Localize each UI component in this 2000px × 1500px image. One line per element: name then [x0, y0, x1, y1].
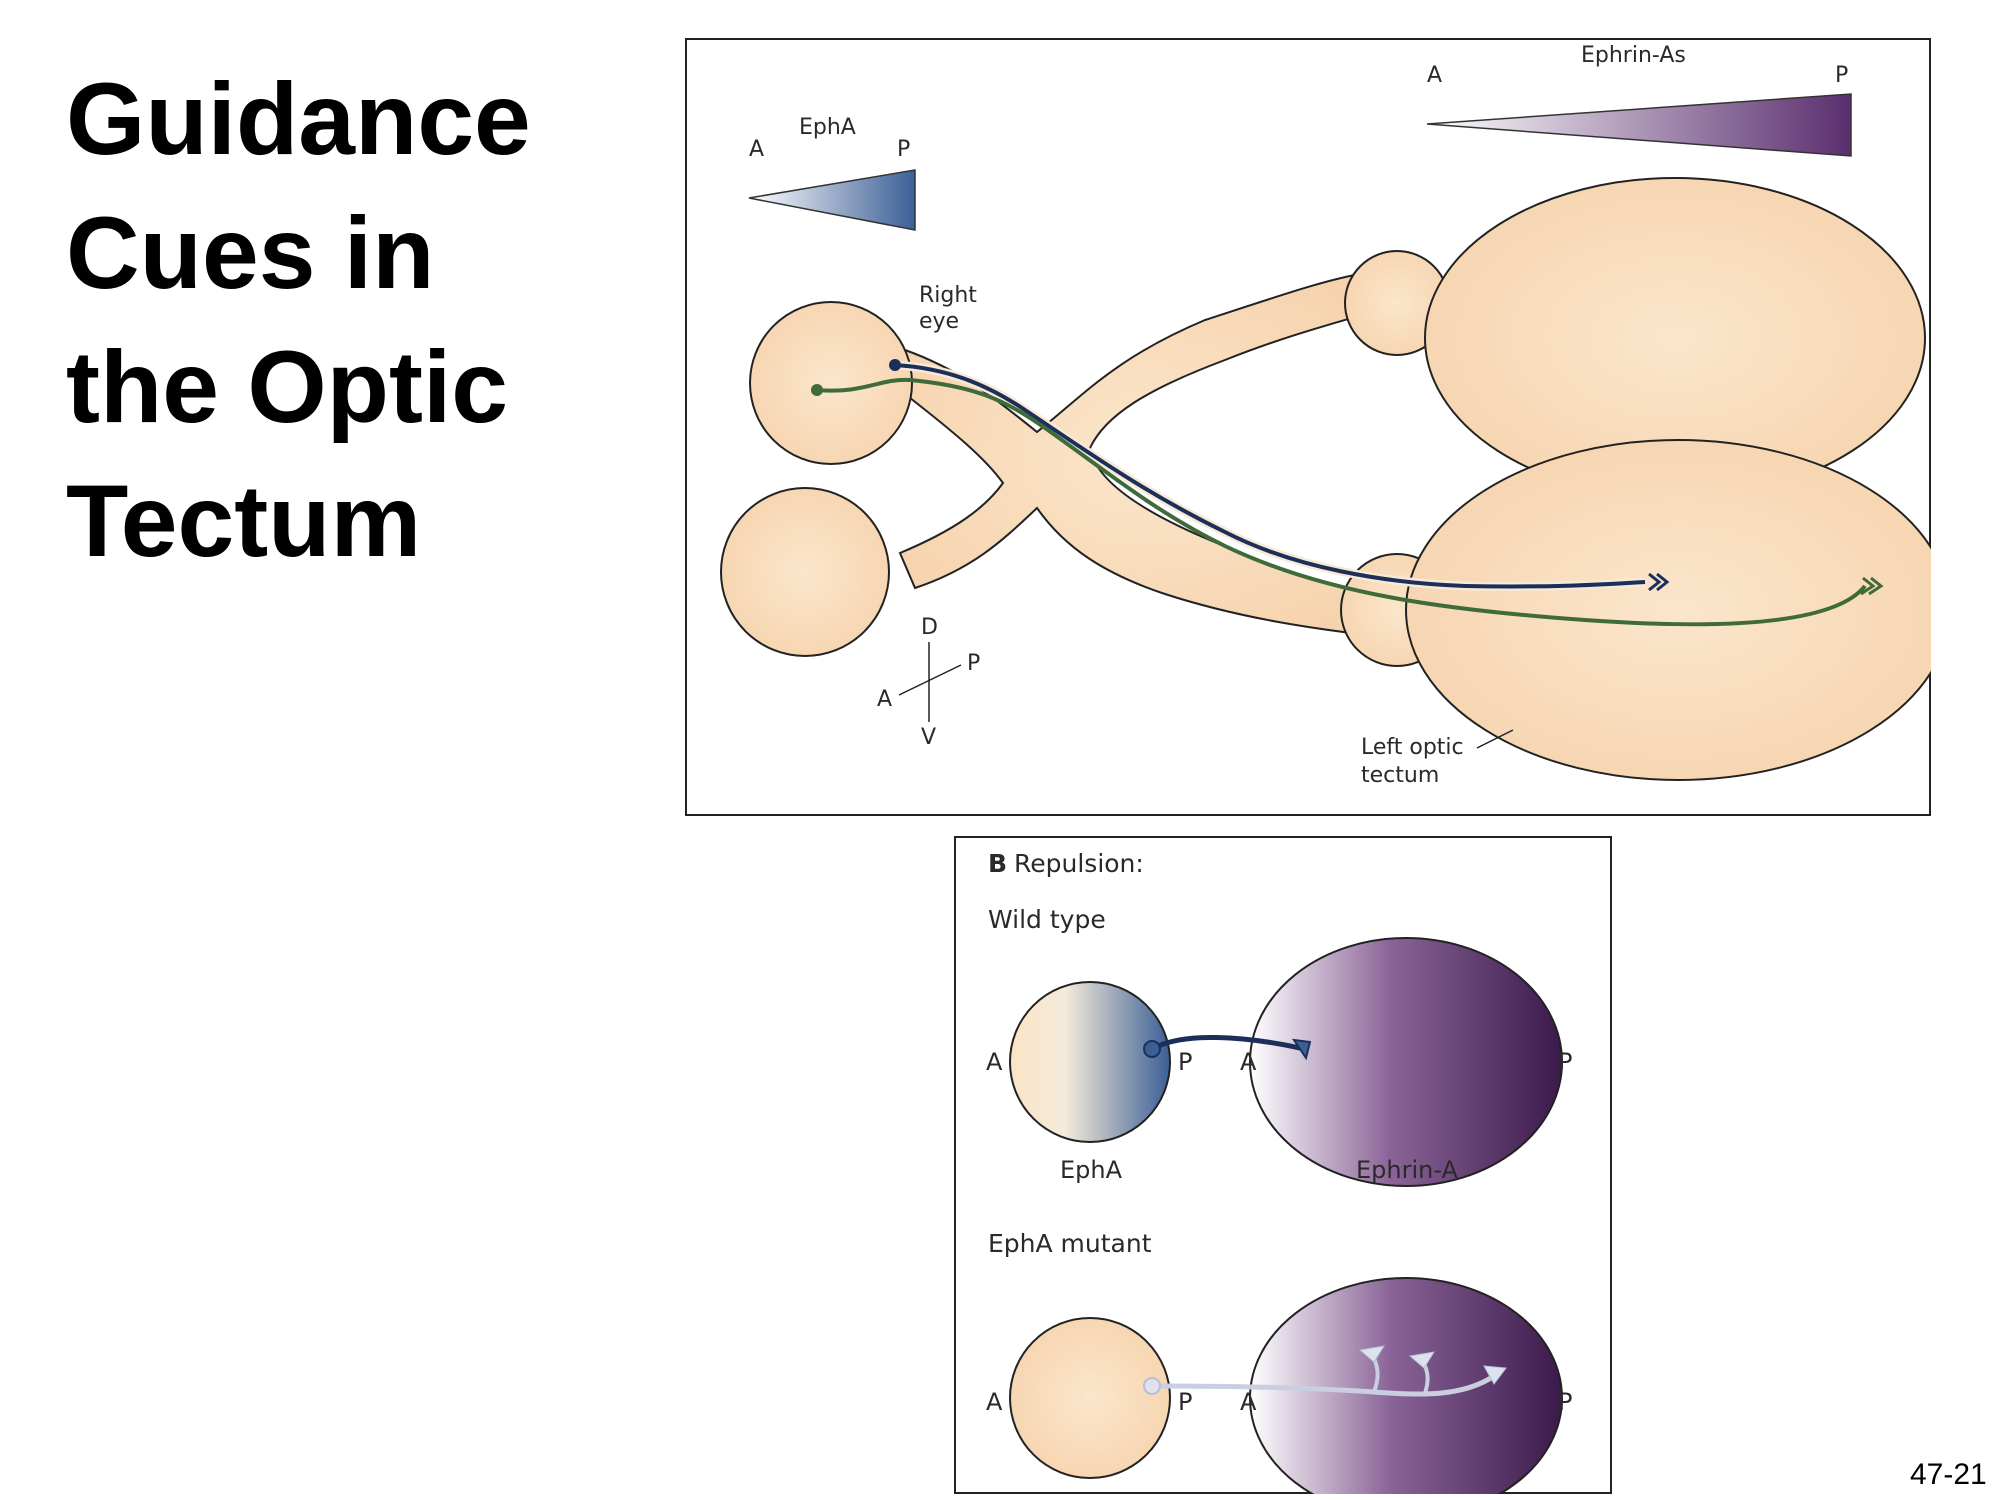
- ephrin-gradient-a: A: [1427, 63, 1442, 88]
- mutant-label: EphA mutant: [988, 1229, 1152, 1258]
- panel-b-heading: Repulsion:: [1014, 849, 1144, 878]
- ephrin-gradient-label: Ephrin-As: [1581, 43, 1686, 68]
- wild-type-eye-a: A: [986, 1048, 1003, 1076]
- axon-dark-blue-line: [894, 363, 1646, 589]
- mutant-growth-cone-1: [1358, 1345, 1386, 1363]
- wild-type-eye-caption: EphA: [1060, 1156, 1123, 1184]
- mutant-axon: [1153, 1373, 1496, 1397]
- axon-dark-blue-terminal: [1648, 572, 1670, 592]
- panel-a-diagram: EphA A P Ephrin-As A P Right eye Left op…: [685, 38, 1931, 816]
- wild-type-axon: [1152, 1034, 1301, 1051]
- mutant-growth-cone-2: [1408, 1351, 1436, 1369]
- title-line: Guidance: [66, 62, 531, 176]
- axis-v: V: [921, 725, 936, 750]
- wild-type-tectum-a: A: [1240, 1048, 1257, 1076]
- epha-gradient-label: EphA: [799, 115, 856, 140]
- mutant-tectum: [1249, 1277, 1563, 1494]
- right-eye-label-line2: eye: [919, 309, 959, 334]
- panel-b-letter: B: [988, 849, 1007, 878]
- wild-type-label: Wild type: [988, 905, 1106, 934]
- wild-type-tectum: [1249, 937, 1563, 1187]
- mutant-tectum-p: P: [1558, 1388, 1572, 1416]
- axon-green-origin: [811, 384, 823, 396]
- wild-type-axon-origin: [1143, 1040, 1161, 1058]
- ephrin-gradient-wedge: [1426, 93, 1852, 157]
- title-line: Cues in: [66, 196, 435, 310]
- left-eye: [720, 487, 890, 657]
- orientation-axes: [898, 642, 962, 722]
- slide-title: Guidance Cues in the Optic Tectum: [66, 52, 626, 588]
- left-optic-tectum: [1405, 439, 1931, 781]
- epha-gradient-wedge: [748, 169, 916, 231]
- right-eye-label-line1: Right: [919, 283, 977, 308]
- wild-type-eye-p: P: [1178, 1048, 1192, 1076]
- wild-type-tectum-caption: Ephrin-A: [1356, 1156, 1458, 1184]
- tectum-label-line2: tectum: [1361, 763, 1439, 788]
- mutant-eye-a: A: [986, 1388, 1003, 1416]
- mutant-growth-cone-3: [1483, 1365, 1507, 1385]
- wild-type-eye: [1009, 981, 1171, 1143]
- mutant-eye-p: P: [1178, 1388, 1192, 1416]
- tectum-label-line1: Left optic: [1361, 735, 1464, 760]
- right-eye: [749, 301, 913, 465]
- ephrin-gradient-p: P: [1835, 63, 1848, 88]
- axis-d: D: [921, 615, 938, 640]
- epha-gradient-a: A: [749, 137, 764, 162]
- mutant-tectum-a: A: [1240, 1388, 1257, 1416]
- axon-green-terminal: [1860, 576, 1884, 596]
- wild-type-growth-cone: [1291, 1038, 1312, 1061]
- title-line: Tectum: [66, 464, 422, 578]
- tectum-label-leader: [1476, 729, 1514, 749]
- mutant-axon-origin: [1143, 1377, 1161, 1395]
- mutant-eye: [1009, 1317, 1171, 1479]
- epha-gradient-p: P: [897, 137, 910, 162]
- axon-green-line: [816, 377, 1867, 627]
- slide-number: 47-21: [1910, 1458, 1987, 1491]
- panel-b-diagram: B Repulsion: Wild type A P A P EphA Ephr…: [954, 836, 1612, 1494]
- axon-dark-blue-origin: [889, 359, 901, 371]
- wild-type-tectum-p: P: [1558, 1048, 1572, 1076]
- title-line: the Optic: [66, 330, 509, 444]
- axis-p: P: [967, 651, 980, 676]
- axis-a: A: [877, 687, 892, 712]
